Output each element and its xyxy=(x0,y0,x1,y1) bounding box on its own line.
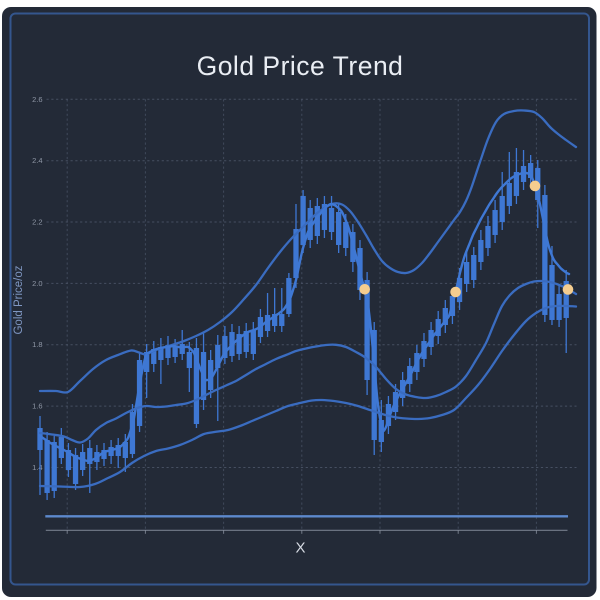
candle-body xyxy=(293,229,299,279)
candle-body xyxy=(528,163,534,179)
candle-body xyxy=(136,359,143,427)
x-axis-label: X xyxy=(295,540,305,557)
candle-body xyxy=(371,329,377,440)
chart-card xyxy=(2,7,597,597)
candle-body xyxy=(186,351,192,369)
candle-body xyxy=(336,212,342,245)
candle-body xyxy=(250,329,256,354)
candle-body xyxy=(72,455,79,484)
candle-body xyxy=(129,412,136,454)
candle-body xyxy=(37,427,43,450)
y-axis-label: Gold Price/oz xyxy=(13,265,25,334)
y-tick-label: 2.2 xyxy=(32,218,42,227)
candle-body xyxy=(471,254,477,281)
candle-body xyxy=(51,441,57,491)
y-tick-label: 2.0 xyxy=(32,279,42,288)
y-tick-label: 1.4 xyxy=(32,463,42,472)
candle-body xyxy=(307,207,313,240)
candle-body xyxy=(87,448,93,464)
axis-layer: 2.6 2.4 2.2 2.0 1.8 1.6 1.4 xyxy=(32,95,568,534)
y-tick-label: 2.6 xyxy=(32,95,42,104)
y-tick-label: 1.8 xyxy=(32,340,42,349)
signal-marker xyxy=(359,284,371,295)
candle-body xyxy=(442,307,448,325)
candle-body xyxy=(314,205,320,237)
candle-body xyxy=(243,331,249,352)
candle-body xyxy=(492,210,498,235)
series-moving-average-slow xyxy=(38,279,578,444)
candle-body xyxy=(364,280,370,381)
candle-body xyxy=(563,280,569,318)
candle-body xyxy=(464,261,470,284)
candle-body xyxy=(343,222,349,248)
candle-body xyxy=(478,239,484,262)
candle-body xyxy=(236,334,242,354)
candle-body xyxy=(44,439,50,493)
y-tick-label: 1.6 xyxy=(32,402,42,411)
candle-body xyxy=(172,346,178,357)
candle-body xyxy=(513,171,520,196)
signal-marker xyxy=(562,284,574,295)
candle-body xyxy=(179,344,185,354)
candle-body xyxy=(300,195,306,245)
candle-body xyxy=(378,419,384,442)
candle-body xyxy=(193,348,200,425)
series-lower-band xyxy=(38,304,578,489)
candle-body xyxy=(328,207,335,233)
candle-body xyxy=(158,346,164,360)
chart-card-border xyxy=(9,12,590,586)
candle-body xyxy=(435,319,441,337)
candle-body xyxy=(499,195,505,223)
candle-body xyxy=(321,203,328,230)
signal-marker-layer xyxy=(359,180,574,298)
candle-body xyxy=(222,336,228,359)
candle-body xyxy=(549,264,555,320)
indicator-line-layer xyxy=(38,109,578,489)
candle-body xyxy=(208,359,214,391)
candle-body xyxy=(506,183,512,206)
candle-body xyxy=(485,225,491,248)
y-tick-label: 2.4 xyxy=(32,156,42,165)
signal-marker xyxy=(529,180,541,192)
candle-body xyxy=(215,344,221,369)
candle-body xyxy=(101,449,107,459)
candle-body xyxy=(65,449,72,471)
candle-body xyxy=(264,314,271,332)
candle-body xyxy=(151,349,157,364)
candle-body xyxy=(286,278,292,315)
candle-body xyxy=(115,444,121,457)
candle-body xyxy=(122,441,128,459)
candle-body xyxy=(108,446,114,457)
chart-title: Gold Price Trend xyxy=(197,51,404,81)
signal-marker xyxy=(450,286,461,298)
candle-body xyxy=(542,195,548,315)
series-moving-average-fast xyxy=(38,171,571,463)
candle-body xyxy=(165,344,171,359)
candle-body xyxy=(144,351,150,372)
candle-body xyxy=(272,314,278,327)
candle-body xyxy=(279,314,285,327)
